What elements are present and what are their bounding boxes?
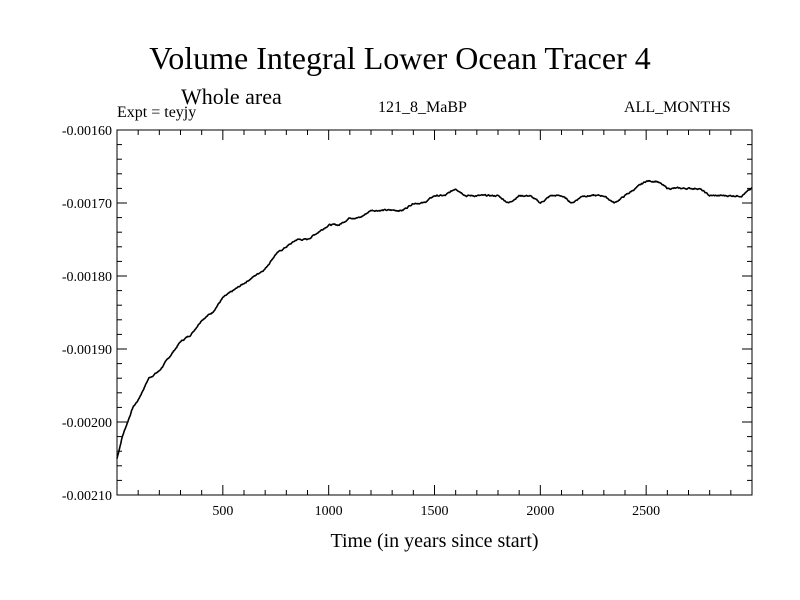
y-tick-label: -0.00210: [62, 489, 112, 504]
tick-labels: 500 1000 1500 2000 2500 -0.00160 -0.00170 -0.00…: [62, 124, 660, 519]
months-label: ALL_MONTHS: [624, 99, 731, 116]
x-tick-label: 2500: [632, 504, 660, 519]
experiment-label: Expt = teyjy: [117, 104, 197, 121]
x-axis-label: Time (in years since start): [330, 530, 539, 552]
x-tick-label: 500: [212, 504, 233, 519]
chart-title: Volume Integral Lower Ocean Tracer 4: [149, 40, 651, 76]
chart-subtitle: Whole area: [181, 84, 282, 109]
x-tick-label: 1000: [315, 504, 343, 519]
y-tick-label: -0.00170: [62, 197, 112, 212]
y-tick-label: -0.00160: [62, 124, 112, 139]
x-tick-label: 2000: [526, 504, 554, 519]
axis-ticks: [117, 130, 752, 495]
y-tick-label: -0.00190: [62, 343, 112, 358]
series-line: [116, 179, 753, 459]
y-tick-label: -0.00180: [62, 270, 112, 285]
x-tick-label: 1500: [421, 504, 449, 519]
run-label: 121_8_MaBP: [378, 99, 467, 116]
y-tick-label: -0.00200: [62, 416, 112, 431]
